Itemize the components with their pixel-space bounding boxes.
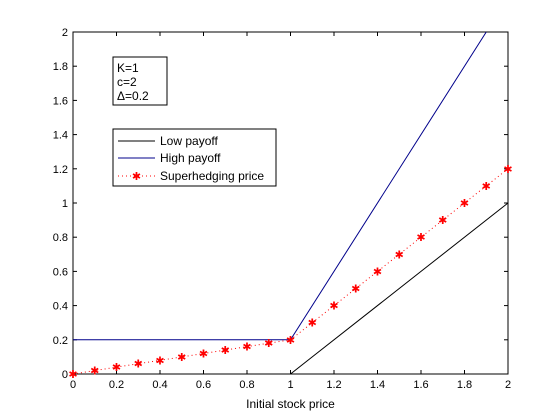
y-tick-label: 0 bbox=[62, 369, 68, 381]
legend-label-superhedging-price: Superhedging price bbox=[160, 169, 264, 183]
series-marker-superhedging-price: ✱ bbox=[416, 231, 425, 244]
y-tick-label: 0.2 bbox=[53, 335, 68, 347]
x-tick-label: 1.2 bbox=[326, 379, 341, 391]
x-tick-label: 1.4 bbox=[370, 379, 385, 391]
x-tick-label: 2 bbox=[505, 379, 511, 391]
y-tick-label: 1.4 bbox=[53, 130, 68, 142]
x-axis-label: Initial stock price bbox=[246, 397, 335, 411]
series-marker-superhedging-price: ✱ bbox=[460, 197, 469, 210]
series-marker-superhedging-price: ✱ bbox=[286, 334, 295, 347]
series-marker-superhedging-price: ✱ bbox=[395, 248, 404, 261]
x-axis: 0 0.2 0.4 0.6 0.8 1 1.2 1.4 1.6 1.8 2 bbox=[70, 32, 511, 391]
series-marker-superhedging-price: ✱ bbox=[68, 368, 77, 381]
y-tick-label: 1 bbox=[62, 198, 68, 210]
series-marker-superhedging-price: ✱ bbox=[264, 337, 273, 350]
series-marker-superhedging-price: ✱ bbox=[177, 351, 186, 364]
series-marker-superhedging-price: ✱ bbox=[242, 341, 251, 354]
series-line-low-payoff bbox=[73, 202, 509, 375]
y-tick-label: 1.8 bbox=[53, 61, 68, 73]
series-marker-superhedging-price: ✱ bbox=[438, 214, 447, 227]
legend-label-low-payoff: Low payoff bbox=[160, 134, 218, 148]
x-tick-label: 1.8 bbox=[457, 379, 472, 391]
legend-label-high-payoff: High payoff bbox=[160, 151, 221, 165]
annotation-delta: Δ=0.2 bbox=[117, 89, 149, 103]
annotation-c: c=2 bbox=[117, 75, 137, 89]
series-marker-superhedging-price: ✱ bbox=[199, 347, 208, 360]
y-tick-label: 1.2 bbox=[53, 164, 68, 176]
annotation-k: K=1 bbox=[117, 61, 139, 75]
series-marker-superhedging-price: ✱ bbox=[373, 265, 382, 278]
y-tick-label: 0.4 bbox=[53, 301, 68, 313]
y-axis: 0 0.2 0.4 0.6 0.8 1 1.2 1.4 1.6 1.8 2 bbox=[53, 27, 508, 381]
y-tick-label: 2 bbox=[62, 27, 68, 39]
series-marker-superhedging-price: ✱ bbox=[351, 283, 360, 296]
x-tick-label: 0.2 bbox=[109, 379, 124, 391]
series-marker-superhedging-price: ✱ bbox=[155, 354, 164, 367]
y-tick-label: 0.8 bbox=[53, 232, 68, 244]
x-tick-label: 0.6 bbox=[196, 379, 211, 391]
series-marker-superhedging-price: ✱ bbox=[221, 344, 230, 357]
series-marker-superhedging-price: ✱ bbox=[112, 361, 121, 374]
series-line-superhedging-price bbox=[72, 168, 509, 375]
series-marker-superhedging-price: ✱ bbox=[134, 358, 143, 371]
y-tick-label: 0.6 bbox=[53, 266, 68, 278]
annotation-frame bbox=[112, 56, 168, 106]
series-marker-superhedging-price: ✱ bbox=[308, 317, 317, 330]
x-tick-label: 0.8 bbox=[239, 379, 254, 391]
legend: Low payoff High payoff ✱ Superhedging pr… bbox=[112, 128, 277, 187]
series-marker-superhedging-price: ✱ bbox=[503, 163, 512, 176]
series-marker-superhedging-price: ✱ bbox=[329, 300, 338, 313]
series-marker-superhedging-price: ✱ bbox=[90, 365, 99, 378]
x-tick-label: 0.4 bbox=[152, 379, 167, 391]
x-tick-label: 1.6 bbox=[413, 379, 428, 391]
annotation-box: K=1 c=2 Δ=0.2 bbox=[112, 56, 168, 106]
series-layer: ✱ ✱ ✱ ✱ ✱ ✱ ✱ ✱ ✱ ✱ ✱ ✱ ✱ ✱ ✱ ✱ ✱ ✱ ✱ ✱ ✱ bbox=[68, 31, 513, 381]
legend-swatch-superhedging-marker: ✱ bbox=[132, 170, 141, 183]
x-tick-label: 1 bbox=[287, 379, 293, 391]
x-tick-label: 0 bbox=[70, 379, 76, 391]
y-tick-label: 1.6 bbox=[53, 95, 68, 107]
series-marker-superhedging-price: ✱ bbox=[482, 180, 491, 193]
